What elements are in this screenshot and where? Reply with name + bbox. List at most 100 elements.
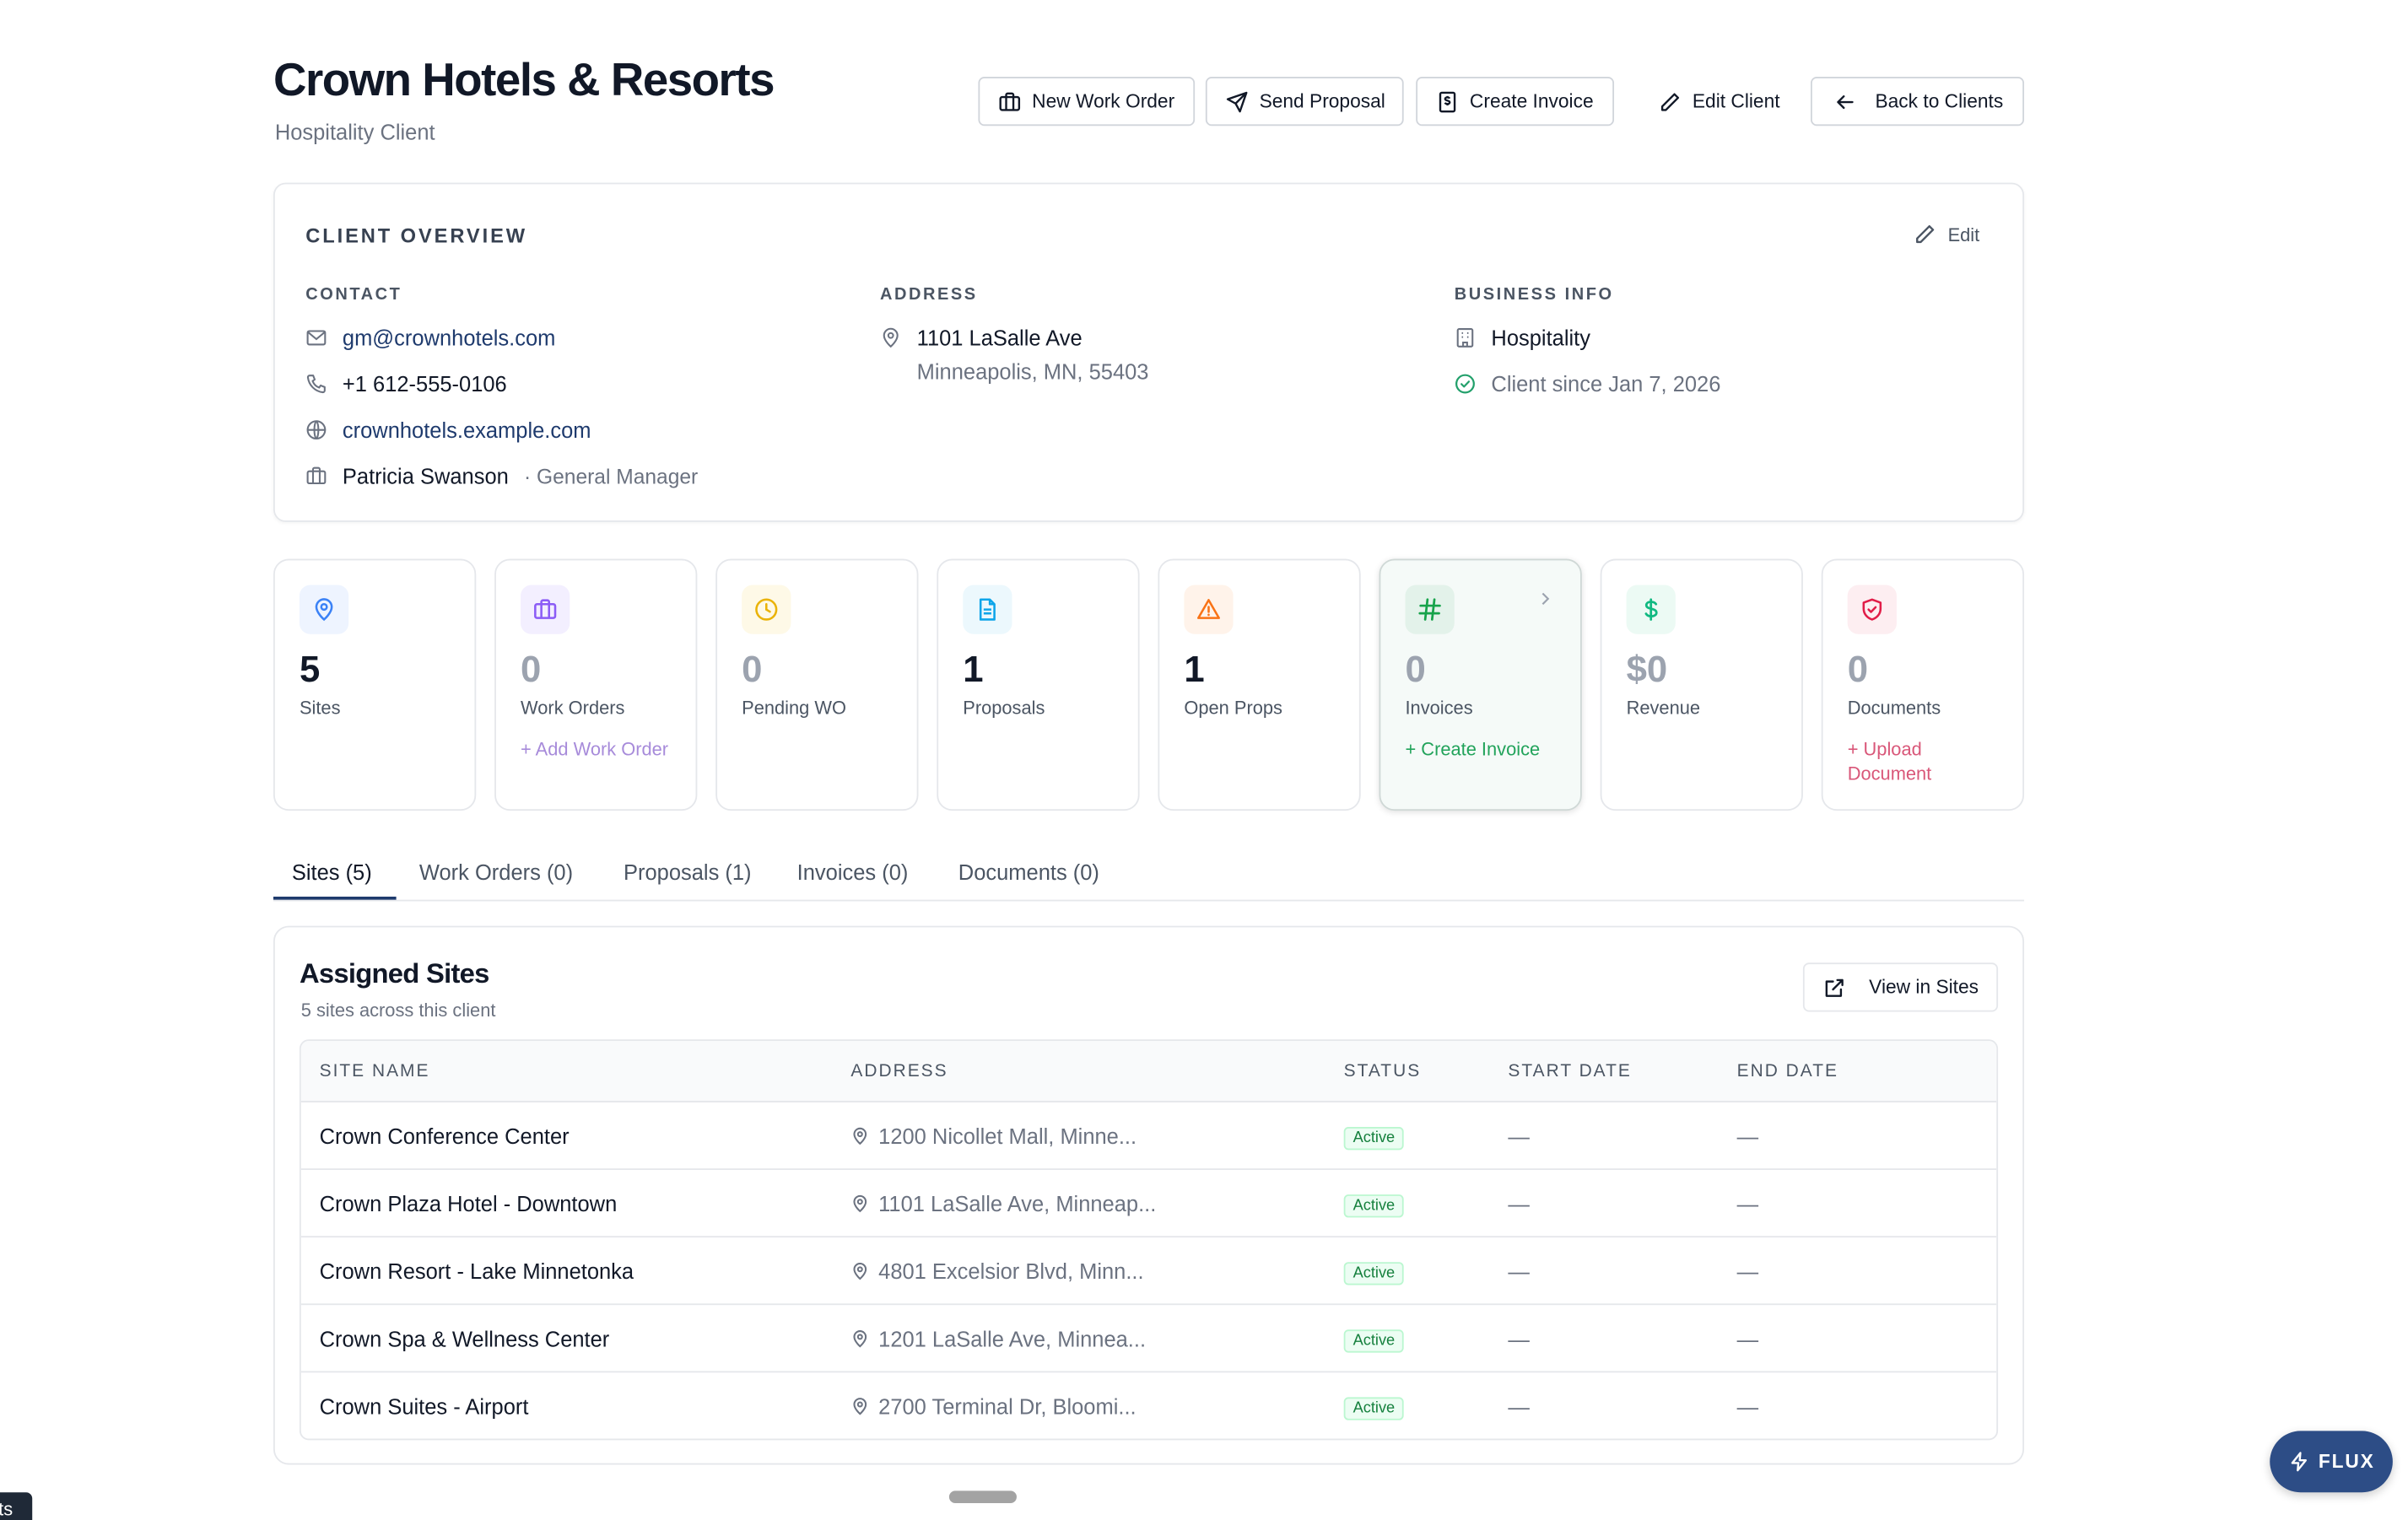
- tab-invoices[interactable]: Invoices (0): [796, 860, 909, 885]
- column-header-status[interactable]: STATUS: [1343, 1062, 1422, 1081]
- create-invoice-button[interactable]: Create Invoice: [1416, 77, 1615, 127]
- stat-value: 0: [521, 649, 542, 692]
- stat-label: Pending WO: [742, 697, 847, 719]
- chevron-right-icon: [1541, 592, 1550, 606]
- assigned-sites-panel: Assigned Sites 5 sites across this clien…: [273, 925, 2025, 1465]
- table-row[interactable]: Crown Resort - Lake Minnetonka 4801 Exce…: [300, 1237, 1997, 1306]
- column-header-start-date[interactable]: START DATE: [1508, 1062, 1632, 1081]
- back-to-clients-label: Back to Clients: [1875, 90, 2004, 112]
- page-subtitle: Hospitality Client: [274, 119, 435, 145]
- stat-value: $0: [1626, 649, 1668, 692]
- globe-icon: [306, 420, 327, 440]
- view-in-sites-button[interactable]: View in Sites: [1802, 962, 1999, 1012]
- site-start-date: —: [1508, 1124, 1530, 1149]
- send-proposal-button[interactable]: Send Proposal: [1205, 77, 1404, 127]
- stat-value: 0: [742, 649, 763, 692]
- table-row[interactable]: Crown Suites - Airport 2700 Terminal Dr,…: [301, 1372, 1997, 1438]
- stat-value: 0: [1847, 649, 1869, 692]
- building-icon: [1456, 328, 1474, 348]
- stat-icon-wrap: [1626, 585, 1676, 634]
- column-header-address[interactable]: ADDRESS: [850, 1062, 948, 1081]
- contact-person-role: · General Manager: [524, 464, 699, 488]
- stat-card-work-orders[interactable]: 0 Work Orders + Add Work Order: [494, 558, 698, 811]
- hash-icon: [1418, 598, 1441, 621]
- address-line1: 1101 LaSalle Ave: [916, 325, 1083, 351]
- column-header-end-date[interactable]: END DATE: [1736, 1062, 1838, 1081]
- tab-documents[interactable]: Documents (0): [958, 860, 1099, 885]
- map-pin-icon: [853, 1330, 867, 1348]
- stat-label: Work Orders: [521, 697, 625, 719]
- contact-email-link[interactable]: gm@crownhotels.com: [342, 325, 556, 351]
- check-circle-icon: [1455, 374, 1475, 394]
- site-end-date: —: [1736, 1326, 1759, 1351]
- stat-card-invoices[interactable]: 0 Invoices + Create Invoice: [1379, 558, 1582, 811]
- contact-person-name: Patricia Swanson: [342, 463, 509, 488]
- map-pin-icon: [853, 1262, 867, 1280]
- table-row[interactable]: Crown Plaza Hotel - Downtown 1101 LaSall…: [300, 1170, 1997, 1238]
- tab-work-orders[interactable]: Work Orders (0): [418, 860, 574, 885]
- stat-card-sites[interactable]: 5 Sites: [273, 558, 477, 811]
- stat-card-pending-wo[interactable]: 0 Pending WO: [715, 558, 919, 811]
- site-end-date: —: [1736, 1124, 1759, 1149]
- contact-website-link[interactable]: crownhotels.example.com: [342, 418, 591, 443]
- stat-card-proposals[interactable]: 1 Proposals: [937, 558, 1140, 811]
- status-badge: Active: [1343, 1329, 1405, 1353]
- edit-client-button[interactable]: Edit Client: [1639, 77, 1799, 127]
- site-address-text: 4801 Excelsior Blvd, Minn...: [878, 1259, 1144, 1284]
- edit-client-label: Edit Client: [1692, 90, 1780, 112]
- back-to-clients-button[interactable]: Back to Clients: [1811, 77, 2025, 127]
- site-address-text: 1201 LaSalle Ave, Minnea...: [878, 1326, 1147, 1351]
- stat-label: Sites: [299, 697, 341, 719]
- scroll-handle[interactable]: [948, 1490, 1017, 1503]
- table-row[interactable]: Crown Spa & Wellness Center 1201 LaSalle…: [300, 1305, 1997, 1373]
- table-header: SITE NAME ADDRESS STATUS START DATE END …: [300, 1041, 1997, 1102]
- overview-edit-button[interactable]: Edit: [1914, 223, 1979, 245]
- stat-card-open-props[interactable]: 1 Open Props: [1158, 558, 1361, 811]
- add-work-order-link[interactable]: + Add Work Order: [521, 738, 669, 760]
- client-overview-card: CLIENT OVERVIEW Edit CONTACT gm@crownhot…: [273, 182, 2025, 522]
- map-pin-icon: [315, 598, 333, 622]
- new-work-order-button[interactable]: New Work Order: [978, 77, 1196, 127]
- clock-icon: [755, 598, 778, 621]
- status-badge: Active: [1343, 1397, 1405, 1420]
- warning-icon: [1197, 599, 1220, 619]
- stat-card-documents[interactable]: 0 Documents + Upload Document: [1821, 558, 2025, 811]
- stat-value: 1: [963, 649, 984, 692]
- tab-proposals[interactable]: Proposals (1): [624, 860, 752, 885]
- arrow-left-icon: [1837, 94, 1854, 109]
- status-badge: Active: [1343, 1262, 1405, 1286]
- upload-document-link[interactable]: + Upload Document: [1847, 738, 1932, 785]
- column-header-site-name[interactable]: SITE NAME: [319, 1062, 430, 1081]
- table-row[interactable]: Crown Conference Center 1200 Nicollet Ma…: [300, 1102, 1997, 1170]
- invoice-icon: [1439, 90, 1456, 112]
- site-name: Crown Suites - Airport: [319, 1393, 529, 1419]
- site-address: 1200 Nicollet Mall, Minne...: [850, 1124, 1137, 1149]
- contact-person-row: Patricia Swanson · General Manager: [305, 464, 698, 488]
- send-icon: [1226, 90, 1248, 112]
- site-name: Crown Plaza Hotel - Downtown: [319, 1191, 618, 1216]
- stat-icon-wrap: [963, 585, 1012, 634]
- site-name: Crown Conference Center: [319, 1124, 570, 1149]
- site-end-date: —: [1736, 1191, 1759, 1216]
- create-invoice-link[interactable]: + Create Invoice: [1405, 738, 1541, 760]
- map-pin-icon: [853, 1127, 867, 1145]
- stat-icon-wrap: [1405, 585, 1455, 634]
- site-address-text: 1101 LaSalle Ave, Minneap...: [878, 1191, 1157, 1216]
- flux-assistant-button[interactable]: FLUX: [2270, 1431, 2393, 1493]
- site-name: Crown Spa & Wellness Center: [319, 1326, 610, 1351]
- address-line1-row: 1101 LaSalle Ave: [880, 326, 1083, 350]
- site-start-date: —: [1508, 1259, 1530, 1284]
- contact-phone-text: +1 612-555-0106: [342, 371, 507, 396]
- view-in-sites-label: View in Sites: [1869, 976, 1979, 999]
- map-pin-icon: [883, 327, 899, 348]
- site-start-date: —: [1508, 1191, 1530, 1216]
- map-pin-icon: [853, 1398, 867, 1415]
- active-tab-indicator: [273, 896, 397, 900]
- assigned-sites-subtitle: 5 sites across this client: [300, 999, 496, 1021]
- stat-icon-wrap: [1847, 585, 1897, 634]
- tab-sites[interactable]: Sites (5): [291, 860, 372, 885]
- dollar-icon: [1644, 598, 1658, 621]
- stat-value: 5: [299, 649, 321, 692]
- stat-card-revenue[interactable]: $0 Revenue: [1600, 558, 1803, 811]
- corner-tab[interactable]: ts: [0, 1492, 33, 1520]
